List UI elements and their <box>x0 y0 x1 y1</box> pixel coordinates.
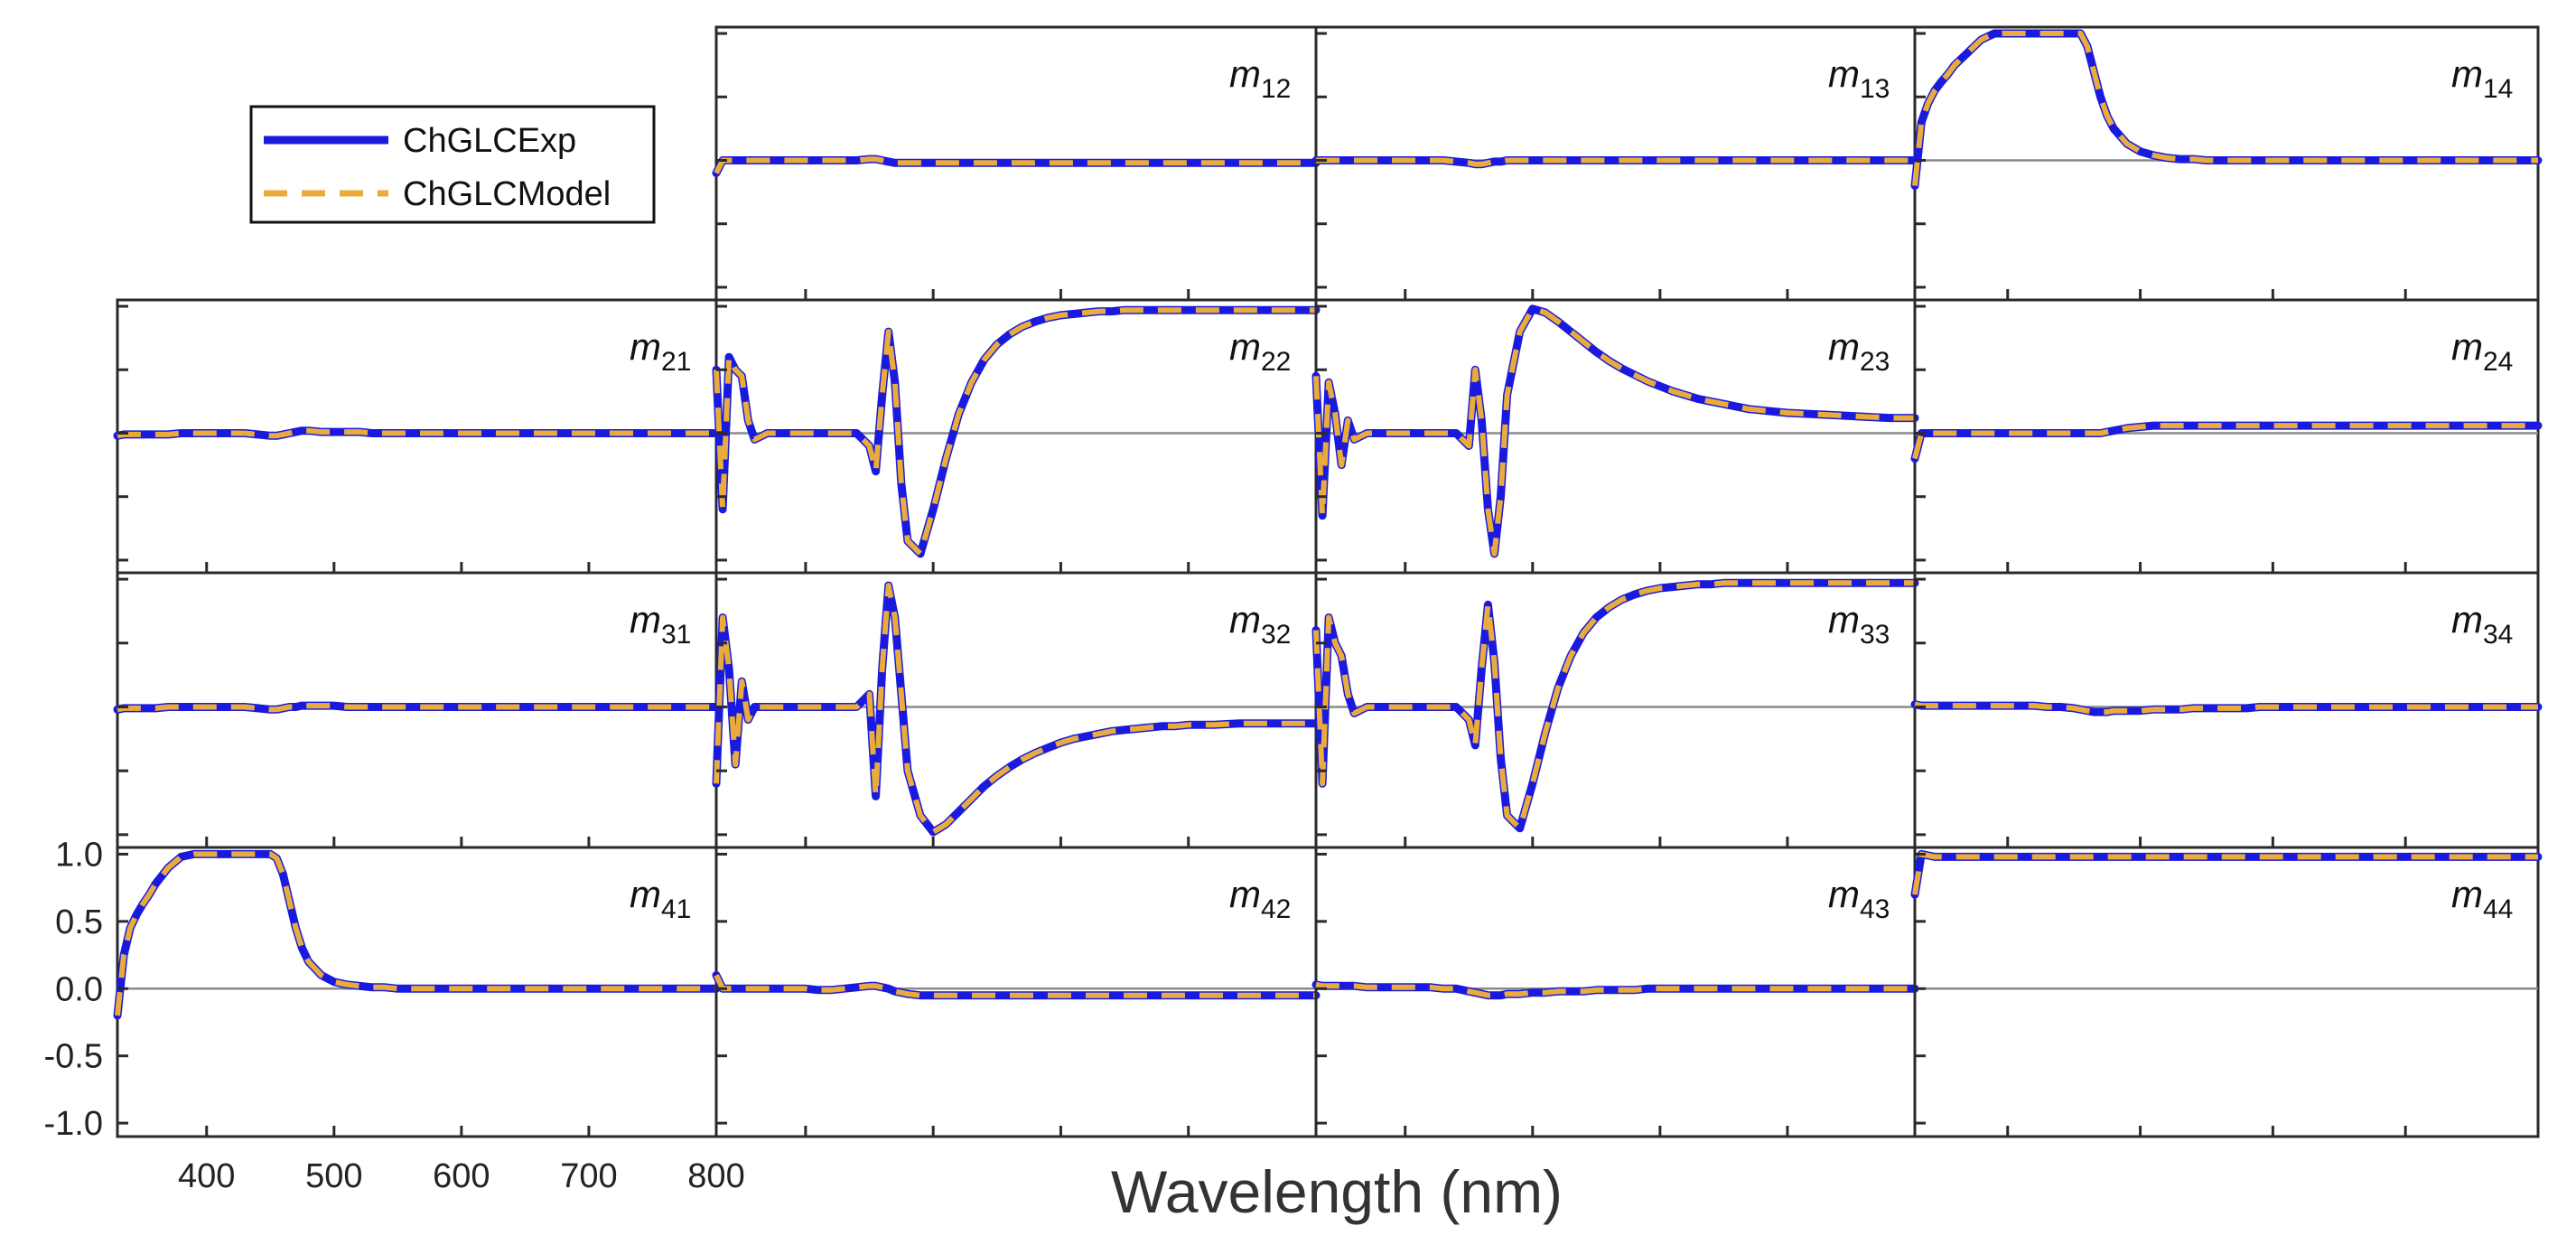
series-model-m41 <box>115 851 716 1016</box>
panel-label-m22: m22 <box>1229 325 1291 377</box>
panel-label-m23: m23 <box>1828 325 1890 377</box>
panel-m12: m12 <box>712 25 1321 302</box>
legend-label-model: ChGLCModel <box>403 175 611 213</box>
legend-label-exp: ChGLCExp <box>403 122 576 160</box>
y-tick-label: 0.0 <box>55 970 103 1008</box>
series-model-m21 <box>117 427 716 439</box>
series-model-m43 <box>1315 981 1915 998</box>
x-tick-label: 400 <box>178 1157 235 1195</box>
series-model-m12 <box>714 156 1316 174</box>
panel-frame-m44 <box>1913 846 2540 1138</box>
x-tick-label: 700 <box>560 1157 617 1195</box>
panel-label-m24: m24 <box>2451 325 2513 377</box>
panel-m14: m14 <box>1910 25 2543 302</box>
series-model-m42 <box>714 974 1316 998</box>
series-model-m33 <box>1313 580 1915 831</box>
panel-label-m31: m31 <box>630 598 691 650</box>
series-model-m44 <box>1912 851 2538 895</box>
panel-label-m32: m32 <box>1229 598 1291 650</box>
panel-label-m14: m14 <box>2451 52 2513 104</box>
panel-label-m41: m41 <box>630 873 691 924</box>
panel-label-m34: m34 <box>2451 598 2513 650</box>
panel-label-m43: m43 <box>1828 873 1890 924</box>
y-tick-label: 0.5 <box>55 903 103 941</box>
x-axis-label: Wavelength (nm) <box>1111 1158 1563 1225</box>
series-exp-m24 <box>1910 421 2543 463</box>
panel-m41: m41 <box>113 846 721 1138</box>
panel-label-m33: m33 <box>1828 598 1890 650</box>
panel-m32: m32 <box>712 571 1321 849</box>
panel-m31: m31 <box>113 571 721 849</box>
panel-label-m42: m42 <box>1229 873 1291 924</box>
panel-label-m44: m44 <box>2451 873 2513 924</box>
legend-box <box>249 105 656 224</box>
y-tick-label: -1.0 <box>44 1105 103 1143</box>
y-tick-label: 1.0 <box>55 836 103 874</box>
panel-m21: m21 <box>113 298 721 575</box>
series-model-m22 <box>714 307 1316 557</box>
panel-m13: m13 <box>1311 25 1919 302</box>
panel-label-m21: m21 <box>630 325 691 377</box>
x-tick-label: 500 <box>305 1157 362 1195</box>
panel-m34: m34 <box>1910 571 2543 849</box>
legend: ChGLCExp ChGLCModel <box>249 105 656 224</box>
panel-label-m12: m12 <box>1229 52 1291 104</box>
series-exp-m44 <box>1910 849 2543 899</box>
series-model-m34 <box>1914 701 2538 716</box>
series-model-m23 <box>1313 305 1915 557</box>
panels: m12 m13 m14 m21 m22 m23 m24 m31 m32 m33 m34 m41 m42 m… <box>113 25 2543 1138</box>
panel-m22: m22 <box>712 298 1321 575</box>
series-exp-m14 <box>1910 29 2543 191</box>
panel-m23: m23 <box>1311 298 1919 575</box>
panel-m42: m42 <box>712 846 1321 1138</box>
y-tick-label: -0.5 <box>44 1038 103 1076</box>
panel-m24: m24 <box>1910 298 2543 575</box>
axes: 1.0 0.5 0.0 -0.5 -1.0 400 500 600 700 800 <box>44 836 745 1195</box>
series-model-m14 <box>1912 31 2538 186</box>
panel-m44: m44 <box>1910 846 2543 1138</box>
series-model-m31 <box>117 703 716 713</box>
x-tick-label: 600 <box>433 1157 490 1195</box>
series-exp-m42 <box>712 970 1321 1000</box>
panel-m33: m33 <box>1311 571 1919 849</box>
series-model-m13 <box>1316 157 1915 167</box>
series-model-m32 <box>714 583 1316 835</box>
panel-label-m13: m13 <box>1828 52 1890 104</box>
panel-m43: m43 <box>1311 846 1919 1138</box>
x-tick-label: 800 <box>687 1157 744 1195</box>
series-model-m24 <box>1912 423 2538 460</box>
